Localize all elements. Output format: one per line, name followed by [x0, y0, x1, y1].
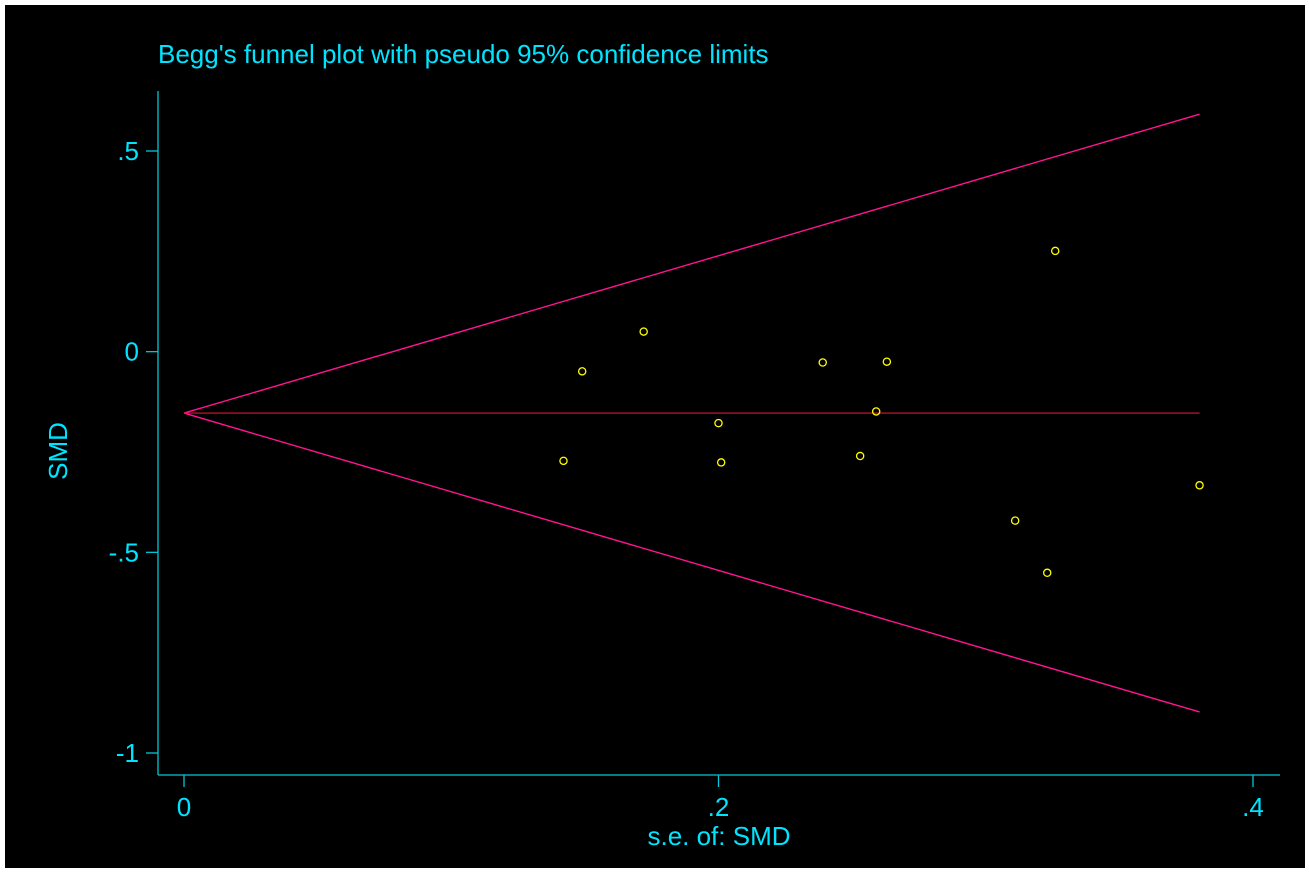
study-point: [577, 367, 587, 376]
plot-background: [5, 5, 1305, 868]
y-axis-label: SMD: [43, 422, 73, 480]
x-axis-label: s.e. of: SMD: [647, 821, 790, 851]
y-axis-ticks: -1 -.5 0 .5: [109, 136, 158, 768]
study-point: [871, 407, 881, 416]
study-point: [882, 357, 892, 366]
study-point: [1195, 481, 1204, 490]
x-axis-ticks: 0 .2 .4: [177, 775, 1264, 822]
study-point: [1010, 516, 1020, 525]
study-point: [1042, 568, 1052, 578]
x-tick-label: 0: [177, 792, 191, 822]
lower-confidence-limit: [183, 412, 1200, 713]
study-point: [1050, 246, 1060, 256]
study-point: [559, 456, 568, 466]
study-point: [639, 327, 648, 336]
upper-confidence-limit: [183, 113, 1200, 414]
study-point: [714, 418, 723, 428]
x-tick-label: .2: [708, 792, 730, 822]
y-tick-label: -1: [116, 738, 139, 768]
study-point: [855, 451, 865, 461]
y-tick-label: .5: [117, 136, 139, 166]
x-tick-label: .4: [1242, 792, 1264, 822]
study-point: [818, 358, 827, 367]
chart-title: Begg's funnel plot with pseudo 95% confi…: [158, 39, 769, 69]
study-points: [559, 246, 1204, 578]
y-tick-label: -.5: [109, 537, 139, 567]
study-point: [716, 458, 726, 467]
confidence-limit-lines: [183, 113, 1200, 713]
y-tick-label: 0: [125, 337, 139, 367]
